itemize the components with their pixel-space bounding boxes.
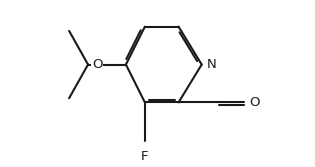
Text: N: N bbox=[206, 58, 216, 71]
Text: O: O bbox=[249, 96, 260, 109]
Text: O: O bbox=[92, 58, 102, 71]
Text: F: F bbox=[141, 150, 149, 163]
